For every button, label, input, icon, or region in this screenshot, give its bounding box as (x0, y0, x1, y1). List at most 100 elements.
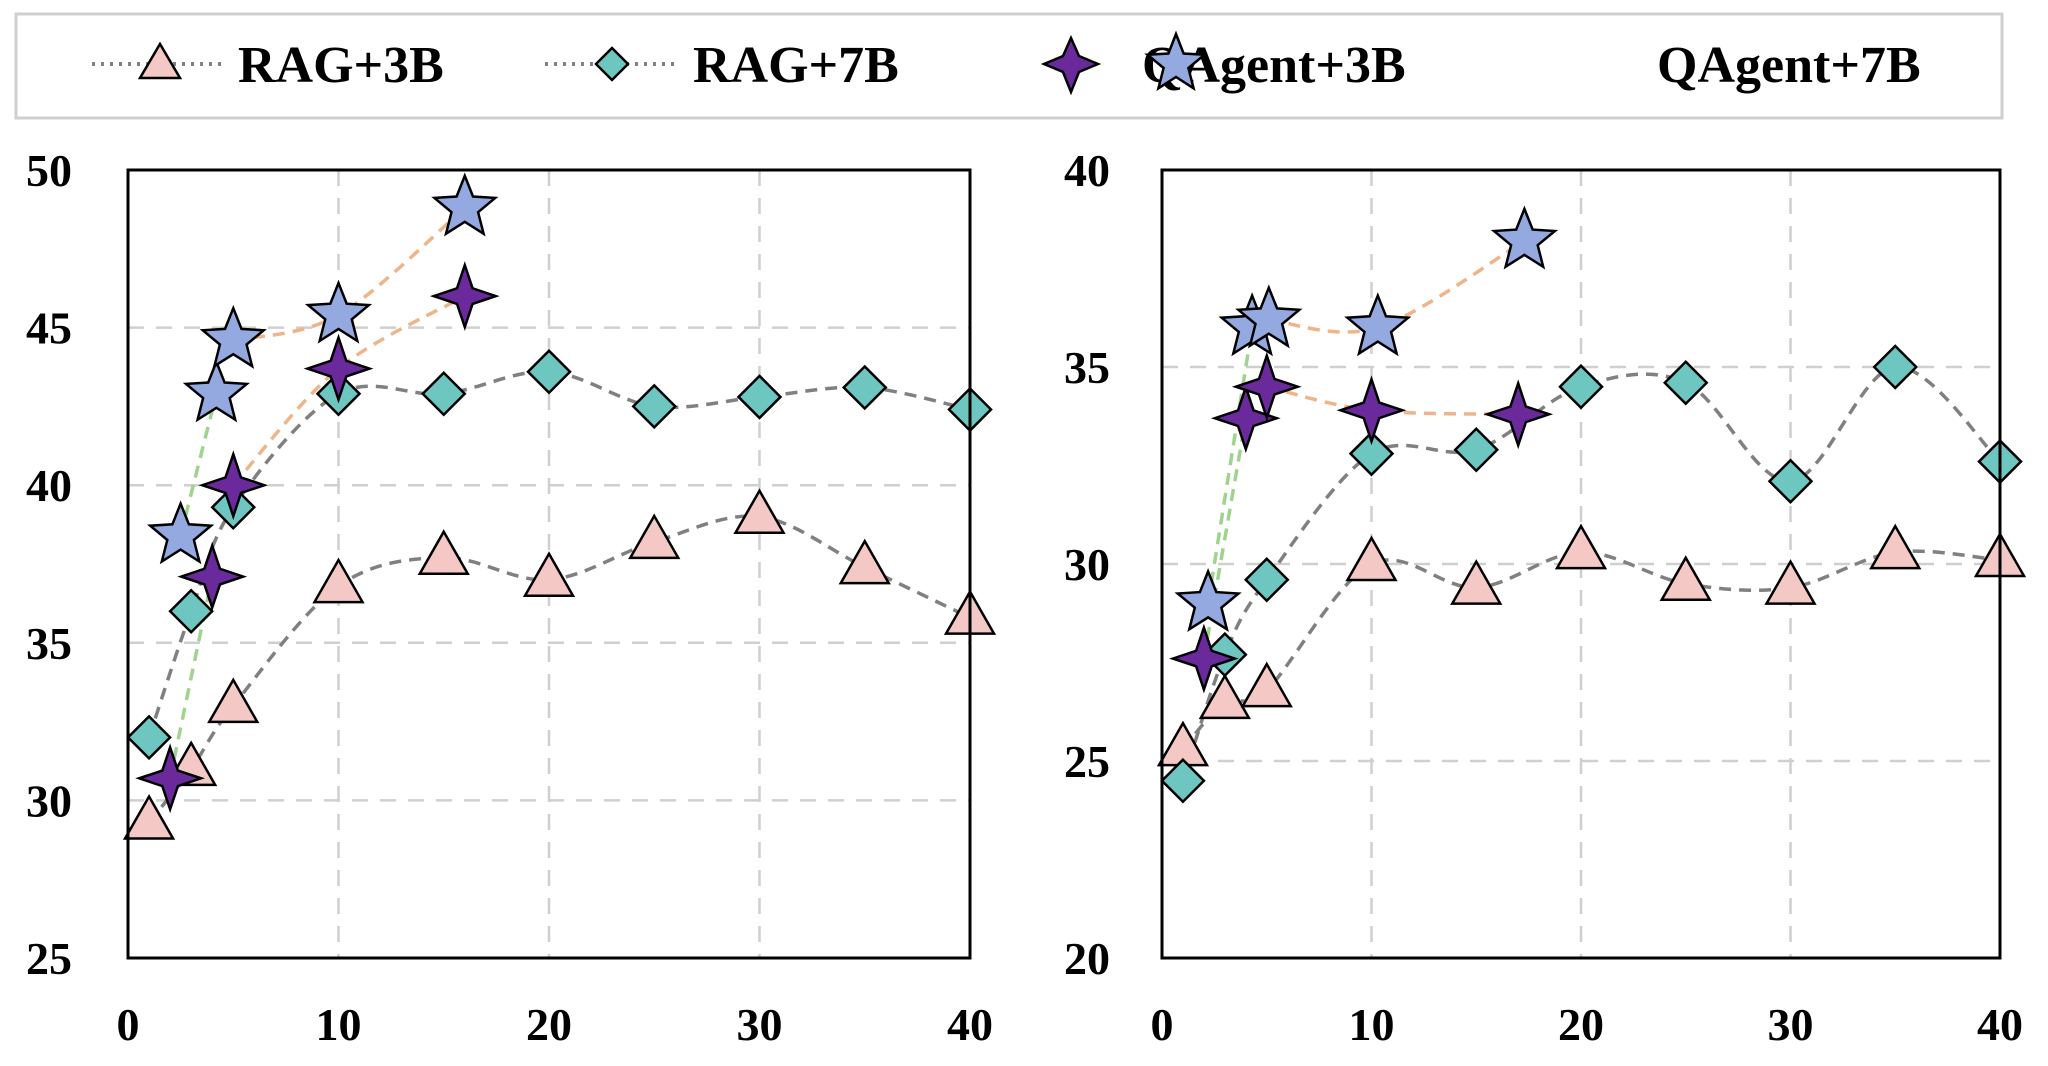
series-line (1268, 239, 1526, 334)
legend-item-qagent7b: QAgent+7B (1144, 30, 1921, 94)
rag7b-point (1767, 458, 1814, 505)
series-lines (1181, 239, 2002, 782)
x-tick-label: 30 (737, 999, 783, 1050)
x-tick-label: 0 (117, 999, 140, 1050)
x-tick-label: 40 (1977, 999, 2023, 1050)
rag7b-point (526, 348, 572, 395)
rag3b-point (1345, 535, 1398, 582)
rag3b-point (207, 677, 260, 724)
legend-label-rag7b: RAG+7B (693, 37, 899, 94)
rag7b-point (1348, 430, 1395, 477)
rag3b-point (1198, 673, 1252, 720)
rag3b-point (1240, 661, 1293, 708)
four-point-star-icon (1040, 34, 1102, 96)
series-line (1206, 327, 1254, 604)
y-tick-label: 50 (26, 145, 72, 196)
rag7b-point (1243, 556, 1290, 603)
qagent7b-point (199, 304, 267, 369)
rag7b-point (631, 383, 678, 430)
tick-labels: 0 10 20 30 40 25 30 35 40 45 50 (26, 145, 993, 1050)
rag7b-point (736, 374, 783, 420)
triangle-icon (137, 41, 183, 80)
y-tick-label: 20 (1064, 933, 1110, 984)
x-tick-label: 40 (947, 999, 993, 1050)
rag3b-point (1764, 559, 1817, 605)
series-markers (1156, 205, 2027, 804)
qagent3b-point (1168, 623, 1239, 694)
rag7b-point (126, 714, 172, 761)
series-line (231, 294, 466, 487)
rag3b-point (1869, 523, 1922, 570)
qagent7b-point (146, 500, 215, 565)
rag7b-point (1662, 359, 1709, 406)
rag7b-point (420, 371, 467, 417)
qagent3b-point (135, 743, 206, 814)
legend-box (14, 12, 2004, 120)
qagent3b-point (1210, 383, 1281, 454)
y-tick-label: 35 (1064, 342, 1110, 393)
tick-labels: 0 10 20 30 40 20 25 30 35 40 (1064, 145, 2023, 1050)
rag7b-point (1453, 426, 1500, 473)
legend-item-rag7b: RAG+7B (545, 37, 899, 94)
y-tick-label: 30 (26, 775, 72, 826)
qagent7b-point (1235, 284, 1303, 349)
rag3b-point (122, 793, 176, 840)
chart-right: 0 10 20 30 40 20 25 30 35 40 (1064, 145, 2027, 1050)
rag3b-point (312, 557, 365, 604)
legend-label-rag3b: RAG+3B (238, 37, 444, 94)
rag3b-point (522, 551, 576, 598)
qagent3b-point (429, 261, 500, 332)
rag7b-point (1872, 344, 1919, 390)
y-tick-label: 25 (26, 933, 72, 984)
chart-left: 0 10 20 30 40 25 30 35 40 45 50 (26, 145, 997, 1050)
x-tick-label: 30 (1768, 999, 1814, 1050)
x-tick-label: 0 (1151, 999, 1174, 1050)
y-tick-label: 40 (26, 460, 72, 511)
legend-item-rag3b: RAG+3B (92, 37, 444, 94)
qagent7b-point (304, 279, 373, 344)
x-tick-label: 20 (526, 999, 572, 1050)
y-tick-label: 40 (1064, 145, 1110, 196)
qagent3b-point (1231, 351, 1302, 422)
rag3b-point (1450, 559, 1503, 605)
y-tick-label: 45 (26, 303, 72, 354)
series-line (147, 514, 971, 824)
qagent7b-point (1344, 292, 1412, 357)
rag3b-point (417, 529, 470, 575)
x-tick-label: 20 (1558, 999, 1604, 1050)
x-tick-label: 10 (316, 999, 362, 1050)
y-tick-label: 35 (26, 618, 72, 669)
legend: RAG+3B RAG+7B QAgent+3B QAgent+7B (14, 12, 2004, 120)
rag7b-point (841, 364, 888, 411)
qagent3b-point (1483, 379, 1554, 450)
qagent3b-point (198, 450, 269, 521)
qagent7b-point (182, 358, 251, 423)
series-line (1181, 365, 2002, 782)
qagent7b-point (431, 172, 499, 237)
rag7b-point (168, 588, 214, 635)
qagent3b-point (177, 541, 248, 612)
y-tick-label: 25 (1064, 736, 1110, 787)
series-lines (147, 206, 971, 824)
legend-label-qagent7b: QAgent+7B (1657, 37, 1921, 94)
series-markers (122, 172, 997, 840)
rag3b-point (1554, 523, 1608, 570)
series-line (147, 369, 971, 738)
x-tick-label: 10 (1349, 999, 1395, 1050)
diamond-icon (594, 46, 630, 82)
series-line (1181, 549, 2001, 751)
rag7b-point (1160, 757, 1206, 804)
qagent7b-point (1174, 568, 1242, 633)
qagent7b-point (1490, 205, 1559, 270)
qagent3b-point (1336, 375, 1407, 446)
rag3b-point (1659, 555, 1712, 601)
y-tick-label: 30 (1064, 539, 1110, 590)
plot-frame (1160, 168, 2002, 960)
plot-frame (126, 168, 972, 960)
rag3b-point (838, 538, 891, 585)
star-icon (1144, 30, 1208, 92)
qagent3b-point (303, 333, 374, 404)
rag3b-point (628, 513, 681, 560)
rag3b-point (733, 488, 786, 534)
